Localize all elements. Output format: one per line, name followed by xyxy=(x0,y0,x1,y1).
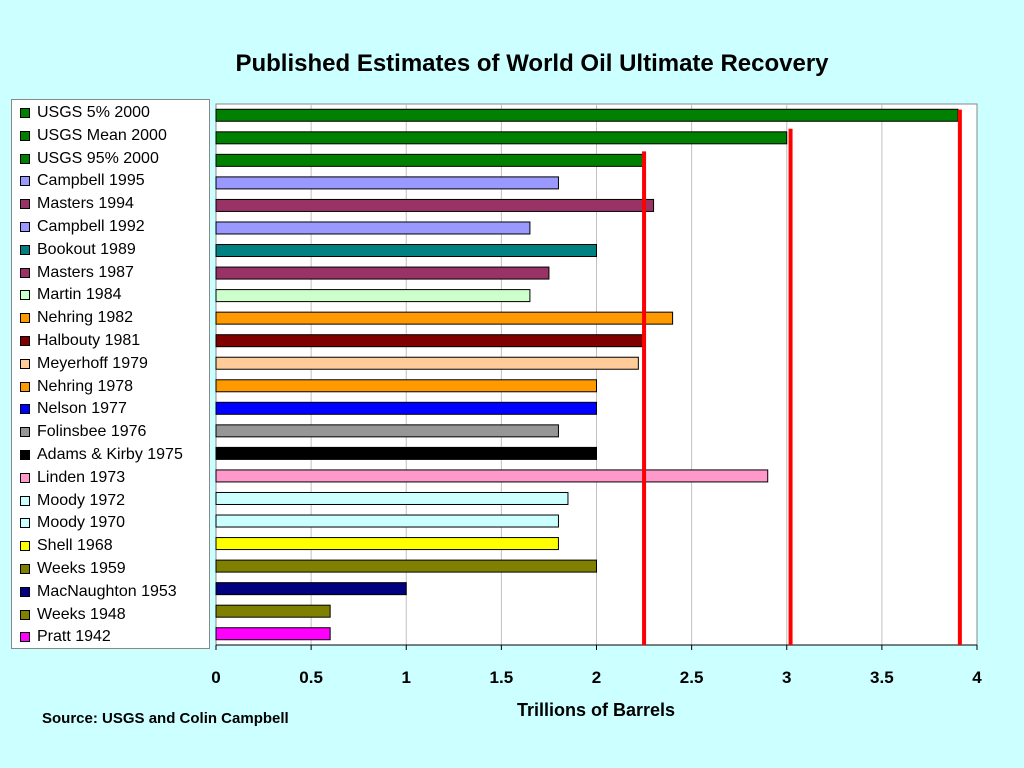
legend-swatch xyxy=(20,336,30,346)
bar xyxy=(215,491,569,505)
bar xyxy=(215,311,674,325)
legend-label: Weeks 1948 xyxy=(37,605,126,623)
bar xyxy=(215,537,559,551)
legend-label: Bookout 1989 xyxy=(37,240,136,258)
bar xyxy=(215,379,597,393)
legend-label: Halbouty 1981 xyxy=(37,332,141,349)
x-tick-label: 1 xyxy=(402,668,411,687)
source-note: Source: USGS and Colin Campbell xyxy=(42,710,289,727)
bar xyxy=(215,469,769,483)
x-tick-label: 0 xyxy=(211,668,220,687)
legend-swatch xyxy=(20,222,30,232)
legend-label: Folinsbee 1976 xyxy=(37,423,147,441)
bar xyxy=(215,153,645,167)
legend-swatch xyxy=(20,518,30,529)
bar xyxy=(215,221,531,235)
bar xyxy=(215,289,531,303)
legend-label: Moody 1972 xyxy=(37,491,126,509)
legend-label: Martin 1984 xyxy=(37,286,122,304)
legend-label: USGS 95% 2000 xyxy=(37,149,159,167)
legend-swatch xyxy=(20,472,30,483)
legend-swatch xyxy=(20,564,30,574)
legend-label: Weeks 1959 xyxy=(37,560,126,577)
legend-swatch xyxy=(20,153,30,164)
bar xyxy=(215,627,331,641)
x-tick-label: 3.5 xyxy=(870,668,894,687)
legend-label: Nehring 1982 xyxy=(37,309,134,327)
bar xyxy=(215,131,788,145)
legend-label: Linden 1973 xyxy=(37,468,126,486)
bar xyxy=(215,559,597,573)
x-tick-label: 4 xyxy=(972,668,982,687)
bar xyxy=(215,334,645,348)
legend-swatch xyxy=(20,130,30,141)
bar xyxy=(215,198,655,212)
legend-label: Shell 1968 xyxy=(37,537,113,555)
legend-label: Adams & Kirby 1975 xyxy=(37,446,183,463)
legend-swatch xyxy=(20,313,30,324)
x-tick-label: 3 xyxy=(782,668,791,687)
legend-label: Masters 1987 xyxy=(37,263,134,281)
legend-swatch xyxy=(20,199,30,210)
legend-label: Meyerhoff 1979 xyxy=(37,354,148,372)
legend-label: Nelson 1977 xyxy=(37,400,127,418)
legend-label: MacNaughton 1953 xyxy=(37,582,177,600)
legend-swatch xyxy=(20,381,30,392)
bar xyxy=(215,108,959,122)
bar xyxy=(215,401,597,415)
x-tick-label: 2.5 xyxy=(680,668,704,687)
legend-swatch xyxy=(20,632,30,643)
bar xyxy=(215,176,559,190)
bar xyxy=(215,356,639,370)
bar xyxy=(215,266,550,280)
x-tick-label: 2 xyxy=(592,668,601,687)
legend-label: Campbell 1992 xyxy=(37,218,145,235)
legend-swatch xyxy=(20,404,30,415)
legend-label: Nehring 1978 xyxy=(37,377,134,395)
legend-swatch xyxy=(20,358,30,369)
legend-label: USGS Mean 2000 xyxy=(37,126,167,144)
legend-label: Moody 1970 xyxy=(37,514,126,532)
legend-swatch xyxy=(20,290,30,301)
x-tick-label: 0.5 xyxy=(299,668,323,687)
legend-swatch xyxy=(20,609,30,620)
legend-swatch xyxy=(20,541,30,552)
bar xyxy=(215,604,331,618)
legend-label: Pratt 1942 xyxy=(37,628,111,646)
bar xyxy=(215,244,597,258)
chart-legend: USGS 5% 2000 USGS Mean 2000 USGS 95% 2000 C… xyxy=(11,99,210,649)
legend-swatch xyxy=(20,450,30,460)
legend-label: Masters 1994 xyxy=(37,195,134,213)
x-tick-label: 1.5 xyxy=(490,668,514,687)
bar xyxy=(215,424,559,438)
legend-swatch xyxy=(20,176,30,187)
legend-swatch xyxy=(20,586,30,597)
legend-swatch xyxy=(20,244,30,255)
chart-title: Published Estimates of World Oil Ultimat… xyxy=(235,50,829,77)
legend-swatch xyxy=(20,108,30,118)
legend-swatch xyxy=(20,267,30,278)
x-axis-title: Trillions of Barrels xyxy=(516,700,676,720)
bar xyxy=(215,514,559,528)
legend-swatch xyxy=(20,495,30,506)
legend-swatch xyxy=(20,427,30,438)
legend-label: USGS 5% 2000 xyxy=(37,104,150,121)
bar xyxy=(215,582,407,596)
legend-label: Campbell 1995 xyxy=(37,172,145,190)
bar xyxy=(215,446,597,460)
